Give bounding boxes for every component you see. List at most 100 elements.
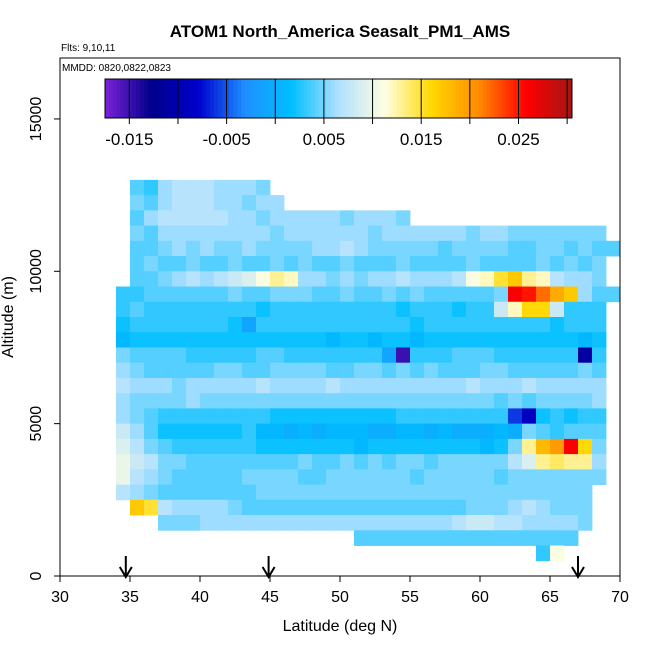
heatmap-cell bbox=[116, 286, 131, 303]
colorbar-tick-label: -0.015 bbox=[105, 130, 153, 149]
heatmap-cell bbox=[214, 271, 229, 287]
heatmap-cell bbox=[298, 271, 313, 287]
heatmap-cell bbox=[452, 256, 467, 272]
heatmap-cell bbox=[340, 515, 355, 531]
heatmap-cell bbox=[130, 377, 145, 394]
heatmap-cell bbox=[256, 515, 271, 531]
colorbar-segment bbox=[241, 79, 246, 118]
heatmap-cell bbox=[214, 423, 229, 440]
heatmap-cell bbox=[354, 377, 369, 394]
colorbar-segment bbox=[377, 79, 382, 118]
heatmap-cell bbox=[228, 317, 243, 333]
heatmap-cell bbox=[508, 393, 523, 409]
heatmap-cell bbox=[564, 225, 579, 242]
heatmap-cell bbox=[550, 469, 565, 485]
colorbar-segment bbox=[217, 79, 223, 118]
heatmap-cell bbox=[116, 454, 131, 470]
colorbar-segment bbox=[509, 79, 515, 118]
heatmap-cell bbox=[312, 423, 327, 440]
heatmap-cell bbox=[144, 225, 159, 242]
heatmap-cell bbox=[508, 530, 523, 546]
heatmap-cell bbox=[228, 286, 243, 303]
heatmap-cell bbox=[564, 347, 579, 364]
heatmap-cell bbox=[452, 393, 467, 409]
heatmap-cell bbox=[186, 240, 201, 257]
heatmap-cell bbox=[382, 210, 397, 226]
heatmap-cell bbox=[522, 256, 537, 272]
heatmap-cell bbox=[368, 530, 383, 546]
heatmap-cell bbox=[214, 332, 229, 348]
heatmap-cell bbox=[214, 469, 229, 485]
heatmap-cell bbox=[340, 240, 355, 257]
heatmap-cell bbox=[494, 225, 509, 242]
heatmap-cell bbox=[158, 332, 173, 348]
heatmap-cell bbox=[200, 210, 215, 226]
heatmap-cell bbox=[368, 301, 383, 318]
colorbar-segment bbox=[424, 79, 429, 118]
heatmap-cell bbox=[228, 499, 243, 516]
colorbar-segment bbox=[299, 79, 304, 118]
heatmap-cell bbox=[438, 423, 453, 440]
heatmap-cell bbox=[312, 301, 327, 318]
colorbar-segment bbox=[533, 79, 538, 118]
heatmap-cell bbox=[368, 271, 383, 287]
heatmap-cell bbox=[536, 240, 551, 257]
heatmap-cell bbox=[298, 515, 313, 531]
heatmap-cell bbox=[466, 423, 481, 440]
colorbar-segment bbox=[416, 79, 421, 118]
heatmap-cell bbox=[340, 256, 355, 272]
heatmap-cell bbox=[382, 438, 397, 455]
heatmap-cell bbox=[550, 317, 565, 333]
heatmap-cell bbox=[144, 179, 159, 196]
heatmap-cell bbox=[172, 256, 187, 272]
heatmap-cell bbox=[256, 454, 271, 470]
heatmap-cell bbox=[312, 438, 327, 455]
heatmap-cell bbox=[340, 286, 355, 303]
heatmap-cell bbox=[200, 423, 215, 440]
heatmap-cell bbox=[578, 347, 593, 364]
heatmap-cell bbox=[592, 317, 607, 333]
heatmap-cell bbox=[368, 499, 383, 516]
y-axis-label: Altitude (m) bbox=[0, 276, 17, 358]
colorbar-segment bbox=[556, 79, 561, 118]
heatmap-cell bbox=[494, 240, 509, 257]
y-tick-label: 15000 bbox=[28, 97, 45, 142]
colorbar-segment bbox=[194, 79, 199, 118]
heatmap-cell bbox=[228, 225, 243, 242]
heatmap-cell bbox=[270, 393, 285, 409]
heatmap-cell bbox=[158, 225, 173, 242]
heatmap-cell bbox=[256, 469, 271, 485]
colorbar-segment bbox=[431, 79, 437, 118]
heatmap-cell bbox=[256, 317, 271, 333]
heatmap-cell bbox=[270, 454, 285, 470]
heatmap-cell bbox=[284, 469, 299, 485]
y-tick-label: 10000 bbox=[28, 249, 45, 294]
heatmap-cell bbox=[494, 484, 509, 501]
heatmap-cell bbox=[354, 469, 369, 485]
heatmap-cell bbox=[172, 393, 187, 409]
heatmap-cell bbox=[158, 423, 173, 440]
heatmap-cell bbox=[592, 286, 607, 303]
colorbar-tick-label: 0.025 bbox=[497, 130, 540, 149]
heatmap-cell bbox=[200, 469, 215, 485]
heatmap-cell bbox=[410, 515, 425, 531]
heatmap-cell bbox=[158, 179, 173, 196]
heatmap-cell bbox=[592, 256, 607, 272]
heatmap-cell bbox=[256, 484, 271, 501]
heatmap-cell bbox=[158, 377, 173, 394]
heatmap-cell bbox=[578, 225, 593, 242]
colorbar-segment bbox=[284, 79, 289, 118]
x-tick-label: 60 bbox=[471, 589, 489, 606]
heatmap-cell bbox=[326, 317, 341, 333]
heatmap-cell bbox=[256, 362, 271, 379]
heatmap-cell bbox=[564, 530, 579, 546]
heatmap-cell bbox=[312, 317, 327, 333]
heatmap-cell bbox=[172, 515, 187, 531]
heatmap-cell bbox=[354, 454, 369, 470]
colorbar-segment bbox=[175, 79, 180, 118]
heatmap-cell bbox=[438, 377, 453, 394]
colorbar-segment bbox=[128, 79, 133, 118]
colorbar-tick-label: -0.005 bbox=[203, 130, 251, 149]
x-tick-label: 50 bbox=[331, 589, 349, 606]
